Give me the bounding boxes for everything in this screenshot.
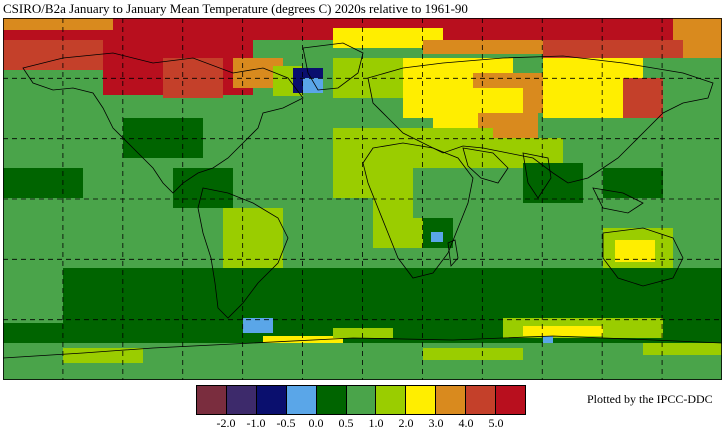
- legend-swatch: [226, 386, 257, 414]
- map-cell: [203, 278, 303, 318]
- legend-color-bar: [196, 385, 526, 415]
- map-cell: [523, 326, 603, 336]
- coastline-south-america: [197, 187, 289, 319]
- legend-label: 1.0: [368, 416, 384, 430]
- legend-swatch: [346, 386, 377, 414]
- temperature-change-map: [3, 18, 722, 380]
- map-cell: [3, 18, 113, 30]
- coastline-india: [522, 152, 552, 199]
- map-cell: [333, 328, 393, 338]
- coastline-madagascar: [447, 239, 459, 267]
- map-cell: [333, 28, 443, 48]
- map-cell: [431, 232, 443, 242]
- map-cell: [303, 78, 323, 93]
- coastline-australia: [602, 227, 684, 287]
- map-cell: [3, 40, 103, 70]
- legend-swatch: [286, 386, 317, 414]
- legend-swatch: [316, 386, 347, 414]
- lat-lon-grid: [3, 18, 722, 380]
- coastline-arabia: [462, 147, 509, 184]
- legend-swatch: [376, 386, 407, 414]
- map-cell: [223, 208, 283, 268]
- legend-label: -2.0: [216, 416, 236, 430]
- coastline-se-asia: [592, 187, 644, 214]
- map-cell: [423, 40, 543, 54]
- legend-swatch: [496, 386, 525, 414]
- map-cell: [603, 168, 663, 198]
- map-cell: [643, 343, 722, 355]
- map-border: [3, 18, 722, 380]
- legend-swatch: [406, 386, 437, 414]
- map-cell: [623, 78, 663, 118]
- color-legend: -2.0 -1.0 -0.5 0.0 0.5 1.0 2.0 3.0 4.0 5.0: [196, 385, 526, 430]
- map-title: CSIRO/B2a January to January Mean Temper…: [3, 1, 468, 16]
- legend-label: 0.5: [338, 416, 354, 430]
- map-cell: [333, 298, 473, 323]
- legend-label: 0.0: [308, 416, 324, 430]
- map-cell: [63, 348, 143, 363]
- legend-label: 5.0: [488, 416, 504, 430]
- map-cell: [123, 118, 203, 158]
- legend-label: 4.0: [458, 416, 474, 430]
- map-cell: [543, 40, 683, 58]
- map-cell: [615, 240, 655, 262]
- coastline-antarctica: [3, 335, 722, 359]
- legend-swatch: [197, 386, 227, 414]
- legend-swatch: [466, 386, 497, 414]
- coastline-greenland: [302, 42, 364, 91]
- coastline-africa: [362, 142, 474, 279]
- coastline-north-america: [22, 52, 304, 194]
- legend-label: 2.0: [398, 416, 414, 430]
- map-cell: [3, 268, 63, 298]
- legend-label: -1.0: [246, 416, 266, 430]
- legend-label: -0.5: [276, 416, 296, 430]
- coastline-layer: [3, 42, 722, 359]
- map-cell: [3, 168, 83, 198]
- legend-swatch: [436, 386, 467, 414]
- legend-swatch: [256, 386, 287, 414]
- map-cell: [243, 318, 273, 333]
- map-cell: [543, 336, 553, 346]
- legend-label: 3.0: [428, 416, 444, 430]
- plot-credit: Plotted by the IPCC-DDC: [587, 392, 713, 406]
- map-cell: [413, 178, 473, 218]
- map-cell: [523, 163, 583, 203]
- map-cell: [423, 348, 523, 360]
